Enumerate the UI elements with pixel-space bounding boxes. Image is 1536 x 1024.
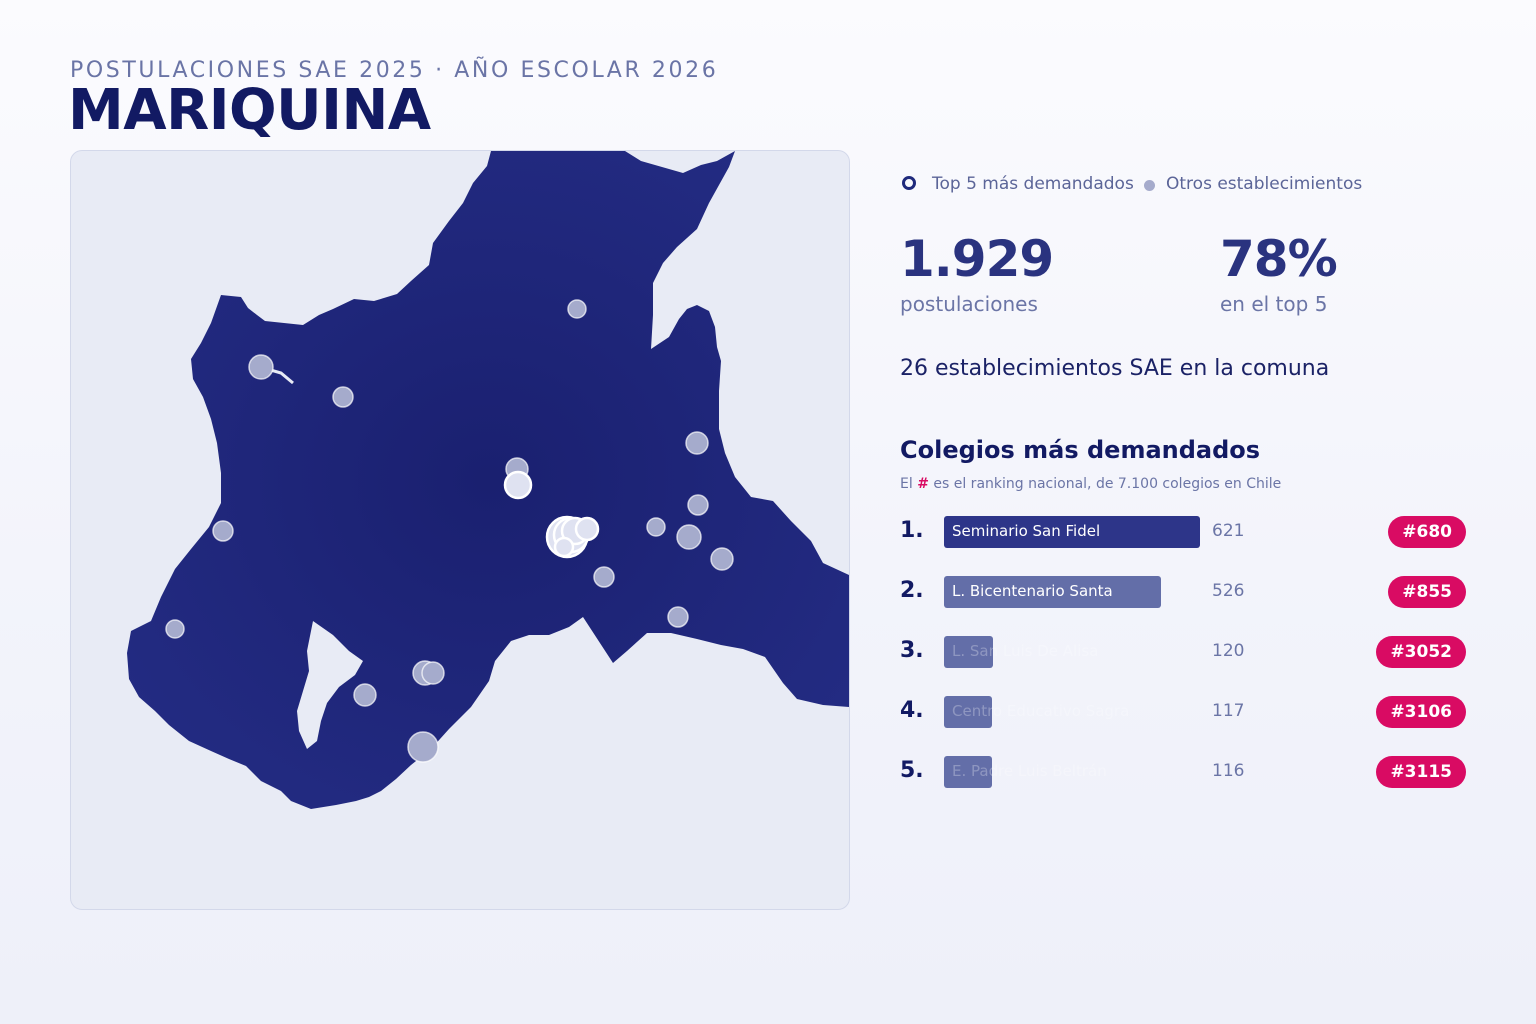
- schools-total: 26 establecimientos SAE en la comuna: [900, 356, 1330, 381]
- school-name: L. San Luis De Alisa: [952, 642, 1099, 660]
- ranking-note-hash: #: [917, 476, 929, 492]
- commune-map[interactable]: [71, 151, 849, 909]
- applications-bar: [944, 576, 1161, 608]
- national-rank-badge: #3106: [1376, 696, 1466, 728]
- applications-count: 526: [1212, 581, 1245, 601]
- school-markers: [165, 299, 734, 763]
- school-marker[interactable]: [646, 517, 666, 537]
- school-marker[interactable]: [687, 494, 709, 516]
- school-marker[interactable]: [165, 619, 185, 639]
- rank-number: 5.: [900, 758, 924, 783]
- national-rank-badge: #855: [1388, 576, 1466, 608]
- applications-bar: [944, 516, 1200, 548]
- applications-bar: [944, 636, 993, 668]
- ranking-note-suffix: es el ranking nacional, de 7.100 colegio…: [928, 476, 1282, 492]
- school-name: Seminario San Fidel: [952, 522, 1101, 540]
- top-school-marker[interactable]: [574, 516, 600, 542]
- dot-icon: [1144, 180, 1155, 191]
- ranking-row-3[interactable]: 3. L. San Luis De Alisa 120 #3052: [900, 636, 1470, 670]
- ranking-note: El # es el ranking nacional, de 7.100 co…: [900, 476, 1281, 492]
- school-marker[interactable]: [407, 731, 439, 763]
- applications-bar: [944, 696, 992, 728]
- ring-icon: [902, 176, 916, 190]
- school-marker[interactable]: [676, 524, 702, 550]
- school-marker[interactable]: [421, 661, 445, 685]
- page-title: MARIQUINA: [68, 78, 431, 143]
- applications-count: 116: [1212, 761, 1245, 781]
- top5-share-label: en el top 5: [1220, 292, 1328, 316]
- school-name: L. Bicentenario Santa: [952, 582, 1113, 600]
- map-panel[interactable]: [70, 150, 850, 910]
- legend-top5: Top 5 más demandados: [902, 174, 1134, 194]
- national-rank-badge: #680: [1388, 516, 1466, 548]
- applications-value: 1.929: [900, 230, 1054, 288]
- rank-number: 4.: [900, 698, 924, 723]
- school-marker[interactable]: [667, 606, 689, 628]
- ranking-row-1[interactable]: 1. Seminario San Fidel 621 #680: [900, 516, 1470, 550]
- national-rank-badge: #3115: [1376, 756, 1466, 788]
- ranking-note-prefix: El: [900, 476, 918, 492]
- rank-number: 3.: [900, 638, 924, 663]
- legend-top5-label: Top 5 más demandados: [932, 174, 1134, 194]
- ranking-row-2[interactable]: 2. L. Bicentenario Santa 526 #855: [900, 576, 1470, 610]
- rank-number: 1.: [900, 518, 924, 543]
- applications-count: 120: [1212, 641, 1245, 661]
- applications-count: 621: [1212, 521, 1245, 541]
- school-marker[interactable]: [353, 683, 377, 707]
- ranking-row-4[interactable]: 4. Centro Educativo Sagra 117 #3106: [900, 696, 1470, 730]
- school-marker[interactable]: [567, 299, 587, 319]
- school-marker[interactable]: [248, 354, 274, 380]
- school-name: Centro Educativo Sagra: [952, 702, 1130, 720]
- national-rank-badge: #3052: [1376, 636, 1466, 668]
- ranking-row-5[interactable]: 5. E. Padre Luis Beltrán 116 #3115: [900, 756, 1470, 790]
- coastal-inlet-shape: [297, 621, 363, 749]
- school-marker[interactable]: [212, 520, 234, 542]
- school-marker[interactable]: [685, 431, 709, 455]
- legend-others-label: Otros establecimientos: [1166, 174, 1363, 194]
- top-school-marker[interactable]: [553, 536, 575, 558]
- page-kicker: POSTULACIONES SAE 2025 · AÑO ESCOLAR 202…: [70, 58, 719, 83]
- applications-count: 117: [1212, 701, 1245, 721]
- school-marker[interactable]: [332, 386, 354, 408]
- top-school-marker[interactable]: [503, 470, 533, 500]
- school-marker[interactable]: [710, 547, 734, 571]
- applications-label: postulaciones: [900, 292, 1038, 316]
- mariquina-region-shape: [127, 151, 849, 809]
- rank-number: 2.: [900, 578, 924, 603]
- legend-others: Otros establecimientos: [1144, 174, 1362, 194]
- school-name: E. Padre Luis Beltrán: [952, 762, 1107, 780]
- school-marker[interactable]: [593, 566, 615, 588]
- top5-share-value: 78%: [1220, 230, 1338, 288]
- ranking-title: Colegios más demandados: [900, 436, 1261, 464]
- applications-bar: [944, 756, 992, 788]
